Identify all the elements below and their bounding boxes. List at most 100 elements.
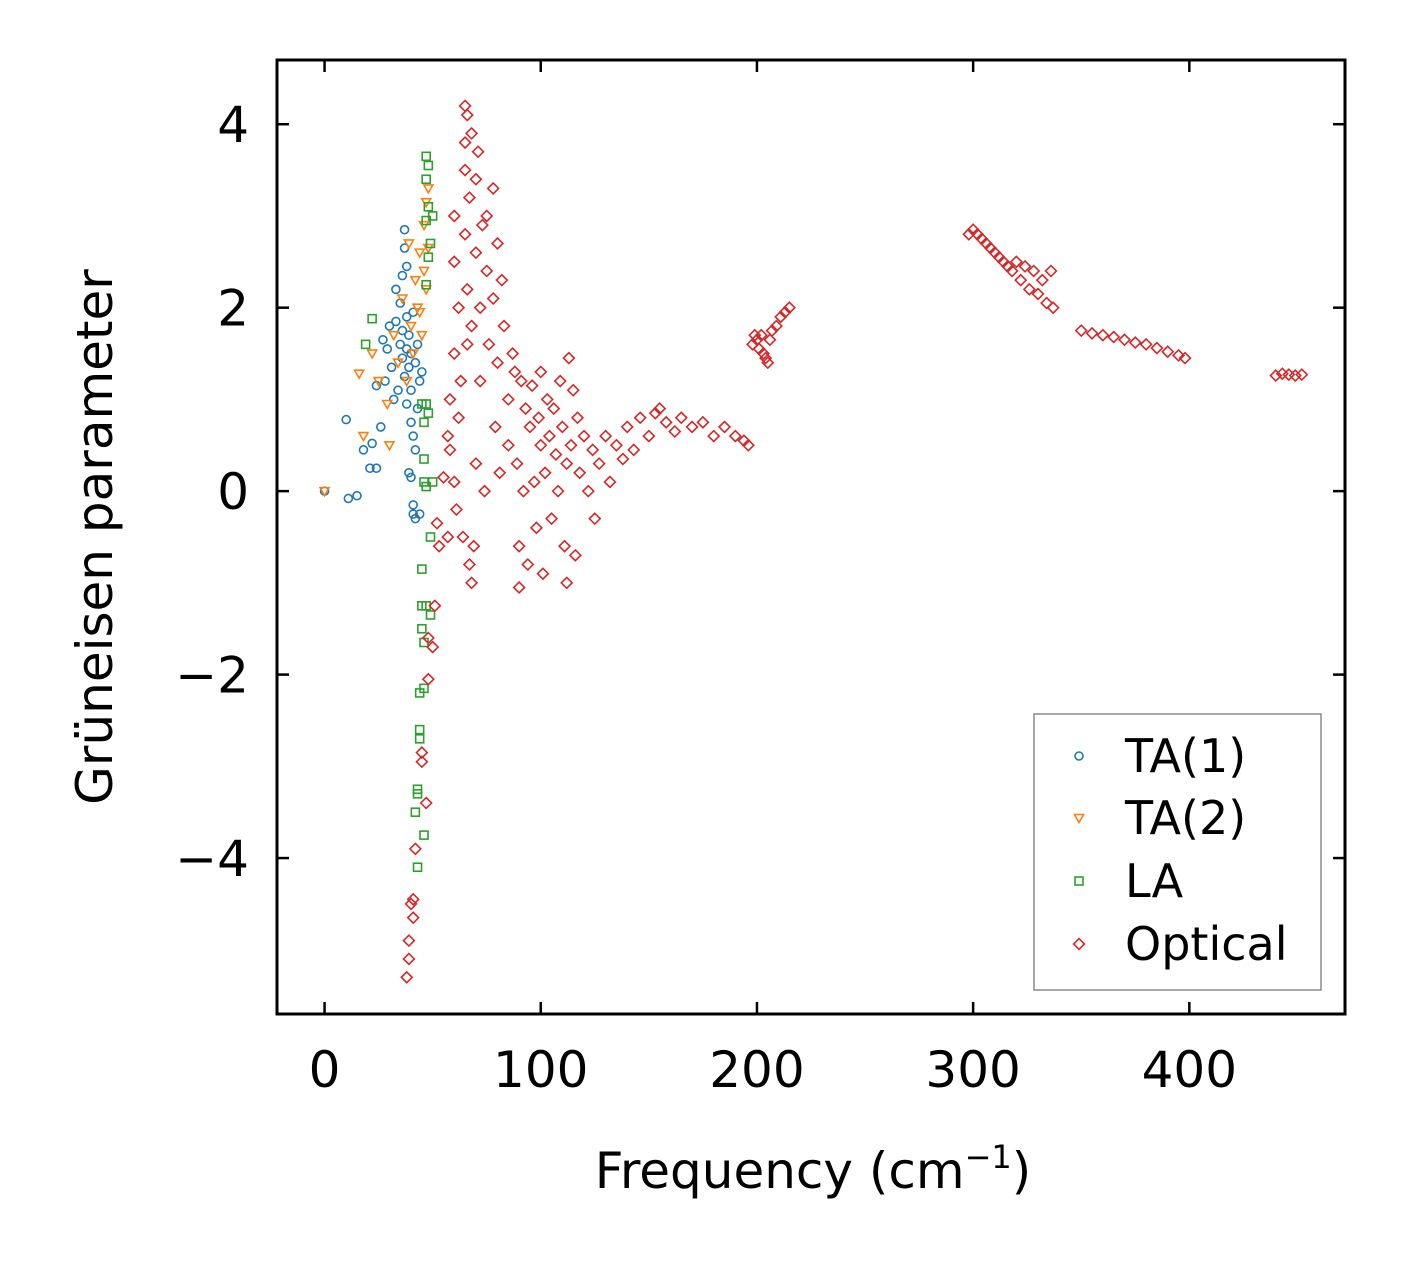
data-point <box>581 484 595 498</box>
data-point <box>417 623 427 634</box>
data-point <box>1009 255 1023 269</box>
data-point <box>412 862 423 873</box>
data-point <box>486 291 500 306</box>
data-point <box>414 509 425 519</box>
data-point <box>413 307 426 319</box>
data-point <box>1085 326 1099 340</box>
data-point <box>1139 337 1153 351</box>
data-point <box>659 415 673 429</box>
data-points <box>318 99 1309 984</box>
data-point <box>501 392 515 406</box>
data-point <box>454 374 468 388</box>
data-point <box>1044 264 1058 278</box>
data-point <box>397 353 408 363</box>
data-point <box>408 431 419 441</box>
data-point <box>478 484 492 498</box>
data-point <box>414 724 425 735</box>
data-point <box>1027 264 1041 278</box>
data-point <box>482 337 496 351</box>
data-point <box>397 325 408 336</box>
data-point <box>497 319 511 333</box>
data-point <box>532 411 546 425</box>
legend-marker <box>1074 751 1084 761</box>
data-point <box>465 126 479 140</box>
data-point <box>449 502 463 517</box>
data-point <box>741 438 755 452</box>
data-point <box>358 445 369 455</box>
data-point <box>410 445 421 455</box>
data-point <box>521 557 535 572</box>
data-point <box>318 486 331 498</box>
data-point <box>774 310 788 324</box>
data-point <box>400 970 414 984</box>
data-point <box>551 484 565 498</box>
data-point <box>488 420 502 434</box>
data-point <box>469 172 483 186</box>
data-point <box>460 282 474 296</box>
data-point <box>512 539 526 553</box>
data-point <box>419 796 433 810</box>
data-point <box>560 576 574 590</box>
y-axis-ticks: 4 2 0 −2 −4 <box>175 96 1345 888</box>
data-point <box>761 356 775 370</box>
data-point <box>542 429 556 443</box>
data-point <box>1035 273 1049 287</box>
data-point <box>365 463 375 474</box>
data-point <box>599 429 613 443</box>
data-point <box>547 402 561 416</box>
data-point <box>343 493 354 504</box>
data-point <box>616 452 630 466</box>
data-point <box>1022 282 1036 296</box>
data-point <box>360 339 371 350</box>
data-point <box>341 414 351 425</box>
data-point <box>754 328 768 342</box>
data-point <box>391 284 401 295</box>
data-point <box>401 312 412 322</box>
data-point <box>510 457 524 471</box>
series-ta-1- <box>319 224 427 524</box>
data-point <box>401 261 412 272</box>
data-point <box>1295 368 1309 382</box>
data-point <box>782 301 796 315</box>
data-point <box>419 683 429 694</box>
legend-frame <box>1033 713 1322 991</box>
data-point <box>423 201 434 212</box>
data-point <box>405 321 417 333</box>
data-point <box>562 351 576 365</box>
series-la <box>360 151 438 873</box>
data-point <box>407 349 420 360</box>
data-point <box>352 490 362 501</box>
data-point <box>382 344 393 354</box>
data-point <box>765 324 779 338</box>
data-point <box>417 367 427 377</box>
data-point <box>525 379 539 393</box>
data-point <box>609 438 623 452</box>
data-point <box>441 530 455 544</box>
data-point <box>577 429 591 443</box>
data-point <box>396 294 409 305</box>
data-point <box>460 337 474 351</box>
data-point <box>759 351 773 365</box>
data-point <box>403 239 415 250</box>
data-point <box>527 475 541 489</box>
data-point <box>1150 341 1164 355</box>
data-point <box>409 275 422 287</box>
data-point <box>1014 273 1028 287</box>
data-point <box>778 305 792 319</box>
data-point <box>512 580 526 594</box>
data-point <box>506 347 520 361</box>
data-point <box>418 220 430 232</box>
data-point <box>473 301 487 315</box>
data-point <box>490 236 505 250</box>
data-point <box>401 399 412 409</box>
data-point <box>728 429 742 443</box>
data-point <box>443 443 457 457</box>
data-point <box>383 440 396 452</box>
data-point <box>406 472 416 483</box>
data-point <box>508 365 522 379</box>
data-point <box>469 457 483 471</box>
data-point <box>465 576 479 590</box>
data-point <box>441 429 455 443</box>
data-point <box>685 420 699 434</box>
data-point <box>570 411 585 425</box>
